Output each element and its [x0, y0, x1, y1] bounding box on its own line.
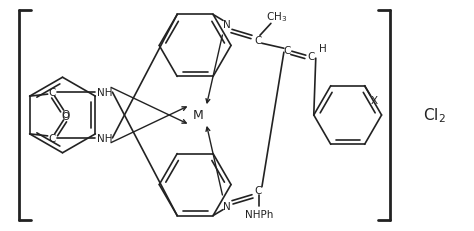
Text: Cl$_2$: Cl$_2$	[423, 106, 446, 125]
Text: N: N	[223, 20, 231, 30]
Text: O: O	[62, 109, 70, 119]
Text: M: M	[193, 109, 203, 122]
Text: C: C	[254, 185, 262, 195]
Text: NHPh: NHPh	[245, 209, 273, 219]
Text: O: O	[62, 112, 70, 122]
Text: NH: NH	[97, 88, 112, 98]
Text: X: X	[371, 95, 378, 105]
Text: H: H	[319, 44, 327, 54]
Text: C: C	[254, 36, 262, 46]
Text: C: C	[48, 88, 55, 98]
Text: C: C	[48, 133, 55, 143]
Text: C: C	[307, 52, 314, 62]
Text: NH: NH	[97, 133, 112, 143]
Text: N: N	[223, 201, 231, 211]
Text: C: C	[283, 46, 291, 56]
Text: CH$_3$: CH$_3$	[266, 10, 288, 24]
